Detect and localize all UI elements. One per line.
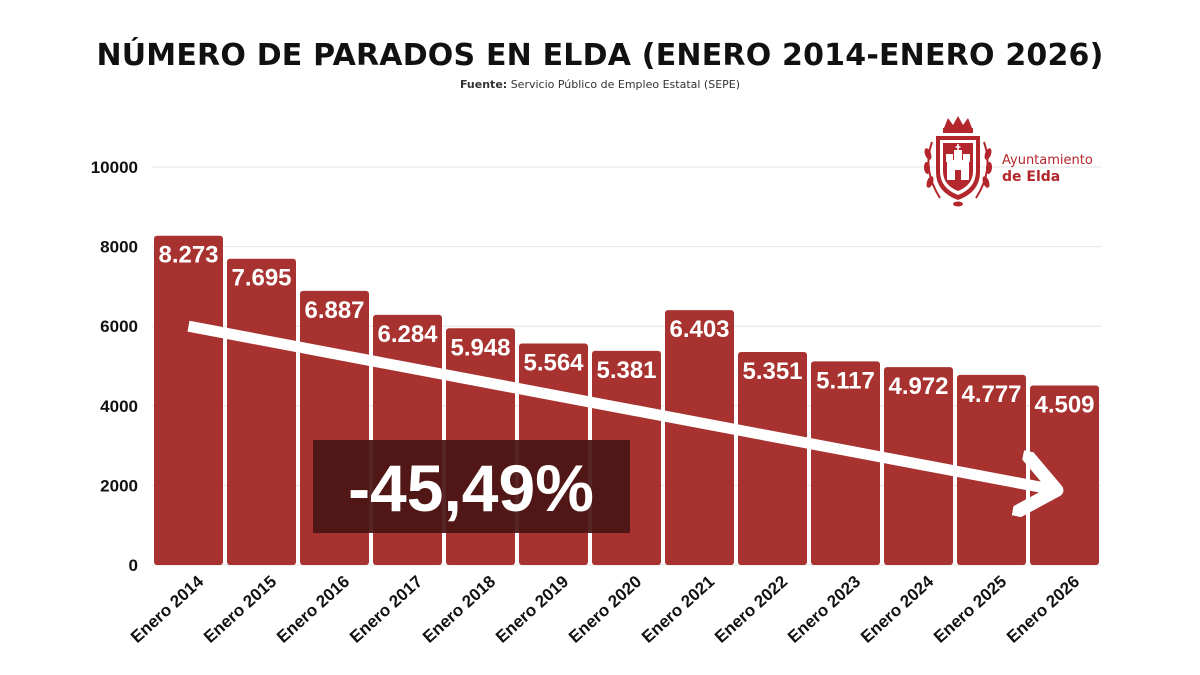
x-tick-label: Enero 2020 <box>565 572 645 647</box>
city-coat-of-arms-icon <box>923 116 993 207</box>
bar-value-label: 5.564 <box>523 350 584 377</box>
bar <box>665 310 734 565</box>
source-text: Servicio Público de Empleo Estatal (SEPE… <box>510 78 741 91</box>
source-label: Fuente: <box>459 78 508 91</box>
x-tick-label: Enero 2025 <box>930 572 1010 647</box>
bar <box>154 235 223 565</box>
bar-value-label: 5.351 <box>742 358 802 385</box>
bar <box>227 258 296 565</box>
y-tick-label: 8000 <box>100 238 138 257</box>
x-tick-label: Enero 2018 <box>419 572 499 647</box>
bar-value-label: 5.948 <box>450 334 510 361</box>
source-note: Fuente: Servicio Público de Empleo Estat… <box>0 78 1200 91</box>
logo-line-2: de Elda <box>1002 169 1061 185</box>
x-tick-label: Enero 2022 <box>711 572 791 647</box>
x-tick-label: Enero 2024 <box>857 571 938 646</box>
bar-value-label: 8.273 <box>158 242 218 269</box>
x-tick-label: Enero 2023 <box>784 572 864 647</box>
y-tick-label: 10000 <box>91 158 138 177</box>
x-tick-label: Enero 2021 <box>638 572 718 647</box>
ayuntamiento-logo <box>918 114 1108 210</box>
bar-value-label: 4.972 <box>888 373 948 400</box>
bar <box>1030 385 1099 565</box>
chart-title: NÚMERO DE PARADOS EN ELDA (ENERO 2014-EN… <box>96 38 1104 73</box>
logo-line-1: Ayuntamiento <box>1002 153 1093 168</box>
x-tick-label: Enero 2016 <box>273 572 353 647</box>
bar-value-label: 5.117 <box>816 367 875 394</box>
percentage-annotation-box <box>313 440 630 533</box>
bar-value-label: 7.695 <box>231 265 291 292</box>
y-tick-label: 2000 <box>100 476 138 495</box>
x-tick-label: Enero 2014 <box>127 571 208 646</box>
x-tick-label: Enero 2026 <box>1003 572 1083 647</box>
bar-value-label: 4.509 <box>1034 392 1094 419</box>
bar <box>811 361 880 565</box>
trend-arrow <box>187 320 1053 489</box>
logo-text: Ayuntamiento de Elda <box>1002 152 1093 186</box>
bar-value-label: 4.777 <box>961 381 1021 408</box>
x-tick-label: Enero 2017 <box>346 572 426 647</box>
x-tick-label: Enero 2015 <box>200 572 280 647</box>
bar-value-label: 6.284 <box>377 321 438 348</box>
bar-value-label: 6.887 <box>304 297 364 324</box>
x-tick-label: Enero 2019 <box>492 572 572 647</box>
bar <box>738 352 807 565</box>
bar-value-label: 6.403 <box>669 316 729 343</box>
y-tick-label: 6000 <box>100 317 138 336</box>
y-tick-label: 4000 <box>100 397 138 416</box>
bar-value-label: 5.381 <box>596 357 656 384</box>
y-tick-label: 0 <box>129 556 138 575</box>
percentage-annotation-text: -45,49% <box>348 451 594 525</box>
bar <box>957 374 1026 565</box>
